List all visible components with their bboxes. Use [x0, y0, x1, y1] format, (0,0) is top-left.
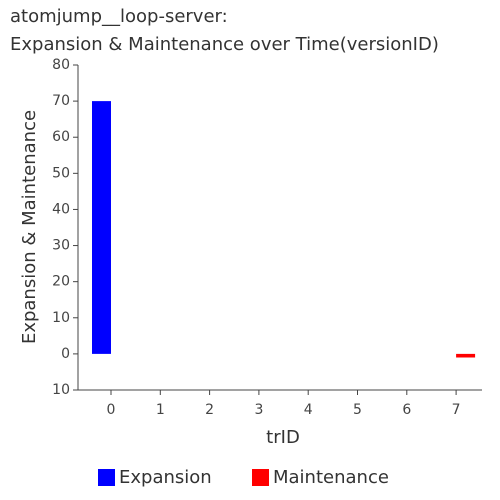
legend-swatch [252, 469, 269, 486]
legend-label: Maintenance [273, 467, 389, 488]
x-tick-label: 6 [402, 402, 411, 418]
x-tick-label: 5 [353, 402, 362, 418]
x-tick-label: 0 [107, 402, 116, 418]
x-tick-label: 1 [156, 402, 165, 418]
y-tick-label: 20 [52, 274, 70, 290]
legend-swatch [98, 469, 115, 486]
y-tick-label: 10 [52, 382, 70, 398]
chart-title: atomjump__loop-server: [10, 6, 228, 27]
y-tick-label: 80 [52, 57, 70, 73]
chart-title: Expansion & Maintenance over Time(versio… [10, 34, 439, 55]
y-tick-label: 0 [61, 346, 70, 362]
x-tick-label: 2 [205, 402, 214, 418]
x-tick-label: 7 [452, 402, 461, 418]
y-tick-label: 10 [52, 310, 70, 326]
y-tick-label: 60 [52, 129, 70, 145]
y-tick-label: 70 [52, 93, 70, 109]
y-tick-label: 40 [52, 201, 70, 217]
x-tick-label: 3 [254, 402, 263, 418]
x-axis-label: trID [266, 427, 300, 448]
bar [92, 101, 111, 354]
x-tick-label: 4 [304, 402, 313, 418]
y-tick-label: 50 [52, 165, 70, 181]
y-tick-label: 30 [52, 238, 70, 254]
bar [456, 353, 476, 358]
y-axis-label: Expansion & Maintenance [19, 110, 40, 344]
legend-label: Expansion [119, 467, 212, 488]
